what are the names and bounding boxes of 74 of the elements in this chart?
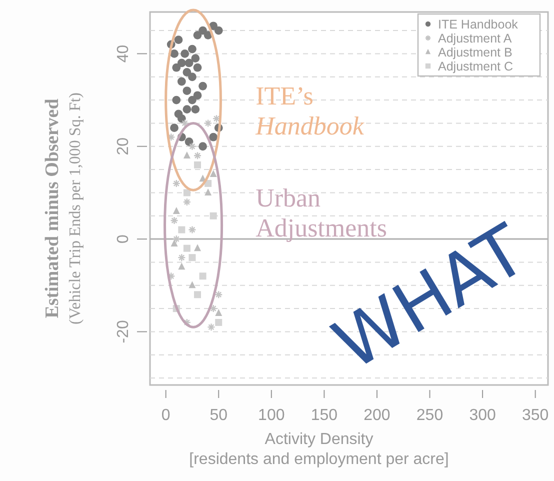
point [188,72,196,82]
x-axis-title: Activity Density [residents and employment per acre] [189,431,449,468]
point [198,26,207,35]
point [204,119,212,128]
point [214,290,223,299]
point [172,179,180,188]
y-axis-title: Estimated minus Observed (Vehicle Trip Ends per 1,000 Sq. Ft) [42,92,84,324]
point [172,234,180,244]
point [182,68,192,76]
point [215,318,222,326]
point [188,96,196,104]
point [178,226,186,234]
point [188,281,196,288]
point [191,105,200,114]
y-tick-label: 40 [115,44,132,63]
point [180,119,189,128]
y-tick-label: 0 [115,234,132,244]
point [183,151,190,158]
point [170,124,178,132]
point [191,54,200,63]
point [180,50,190,58]
point [193,91,202,100]
point [188,44,196,54]
point [209,132,218,142]
point [172,63,181,72]
legend-label: Adjustment A [438,32,512,46]
legend-label: ITE Handbook [438,18,519,32]
point [172,96,181,104]
point [172,207,180,214]
x-tick-label: 0 [161,407,170,424]
point [177,77,186,86]
point [170,216,178,225]
point [198,142,207,151]
point [174,36,183,44]
x-tick-label: 150 [310,407,338,424]
point [193,63,202,72]
point [188,142,196,150]
point [194,291,202,298]
point [198,82,207,90]
x-tick-label: 200 [364,407,390,424]
point [188,254,196,262]
legend-label: Adjustment C [438,60,514,74]
point [204,188,212,196]
point [183,244,190,252]
point [183,189,190,196]
point [184,58,194,68]
point [178,253,186,262]
x-tick-label: 300 [469,407,496,424]
point [178,262,186,270]
point [210,170,217,177]
legend-label: Adjustment B [438,46,512,60]
x-tick-label: 350 [522,407,549,424]
y-tick-label: 20 [115,137,132,156]
x-tick-label: 100 [258,407,285,424]
annotation: ITE’s Handbook [254,82,364,141]
point [194,244,202,252]
point [210,212,217,220]
point [199,272,206,280]
point [170,50,178,58]
point [193,152,202,160]
y-tick-label: -20 [115,320,132,344]
point [170,239,178,246]
point [207,322,216,332]
point [188,226,196,234]
x-tick-label: 250 [416,407,444,424]
point [215,308,222,316]
point [182,86,192,95]
point [193,30,202,40]
point [182,105,192,114]
point [184,138,194,146]
x-tick-label: 50 [210,407,228,424]
point [194,161,202,168]
point [214,26,223,35]
point [182,198,192,206]
